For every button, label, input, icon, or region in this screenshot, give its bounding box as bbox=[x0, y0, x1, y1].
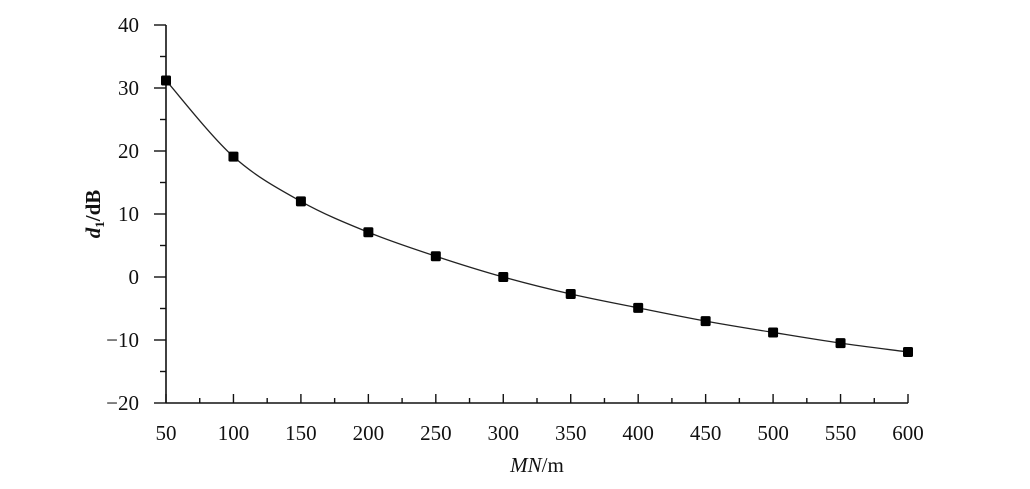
axes bbox=[165, 25, 908, 404]
y-tick-label: 0 bbox=[129, 265, 140, 289]
tick-labels: 50 100 150 200 250 300 350 400 450 500 550 600−20−1… bbox=[106, 13, 924, 445]
x-tick-label: 50 bbox=[156, 421, 177, 445]
data-point-marker bbox=[903, 346, 913, 357]
x-tick-label: 350 bbox=[555, 421, 587, 445]
x-axis-label-unit: /m bbox=[542, 453, 564, 477]
data-point-marker bbox=[835, 338, 846, 349]
data-point-marker bbox=[295, 196, 306, 207]
y-axis-label: d1/dB bbox=[81, 190, 107, 239]
x-tick-label: 150 bbox=[285, 421, 317, 445]
data-series bbox=[161, 75, 913, 357]
y-axis-label-main: d bbox=[81, 227, 105, 238]
y-axis-label-unit: /dB bbox=[81, 190, 105, 223]
data-point-marker bbox=[228, 151, 239, 162]
y-tick-label: 30 bbox=[118, 76, 139, 100]
x-tick-label: 550 bbox=[825, 421, 857, 445]
x-tick-label: 250 bbox=[420, 421, 452, 445]
data-point-marker bbox=[565, 289, 576, 300]
y-tick-label: 20 bbox=[118, 139, 139, 163]
x-tick-label: 450 bbox=[690, 421, 722, 445]
y-tick-label: −20 bbox=[106, 391, 139, 415]
data-point-marker bbox=[700, 316, 711, 327]
x-tick-label: 100 bbox=[218, 421, 250, 445]
x-tick-label: 200 bbox=[353, 421, 385, 445]
y-axis-label-sub: 1 bbox=[92, 221, 107, 228]
data-point-marker bbox=[768, 327, 779, 338]
x-tick-label: 400 bbox=[622, 421, 654, 445]
data-point-marker bbox=[161, 75, 171, 86]
data-point-marker bbox=[363, 227, 374, 238]
series-line bbox=[165, 80, 909, 353]
x-tick-label: 500 bbox=[757, 421, 789, 445]
x-tick-label: 600 bbox=[892, 421, 924, 445]
y-tick-label: 40 bbox=[118, 13, 139, 37]
x-axis-label-main: MN bbox=[509, 453, 542, 477]
y-tick-label: 10 bbox=[118, 202, 139, 226]
data-point-marker bbox=[633, 302, 644, 313]
x-tick-label: 300 bbox=[488, 421, 520, 445]
data-point-marker bbox=[498, 272, 509, 282]
y-tick-label: −10 bbox=[106, 328, 139, 352]
x-axis-label: MN/m bbox=[509, 453, 564, 477]
tick-marks bbox=[154, 24, 909, 404]
data-point-marker bbox=[430, 251, 441, 262]
